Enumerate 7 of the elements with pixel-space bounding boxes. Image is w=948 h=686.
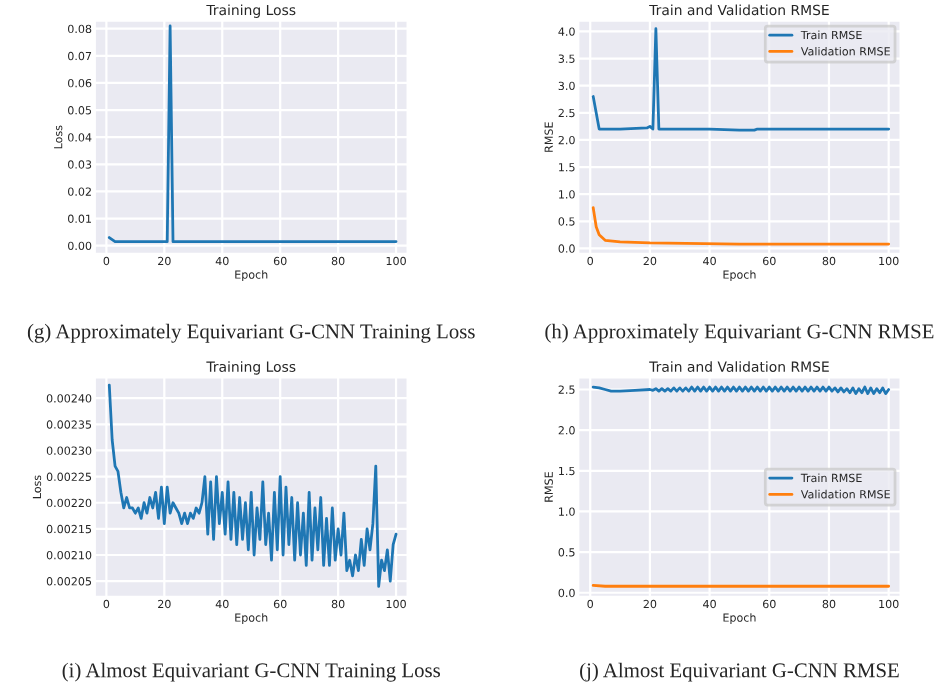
line-series (591, 206, 891, 246)
text: (g) Approximately Equivariant G-CNN Training Loss (27, 323, 475, 343)
text: (j) Almost Equivariant G-CNN RMSE (580, 662, 899, 682)
line-series (107, 383, 398, 588)
text: (i) Almost Equivariant G-CNN Training Loss (62, 662, 440, 682)
line-series (591, 27, 891, 132)
text: (h) Approximately Equivariant G-CNN RMSE (545, 323, 934, 343)
